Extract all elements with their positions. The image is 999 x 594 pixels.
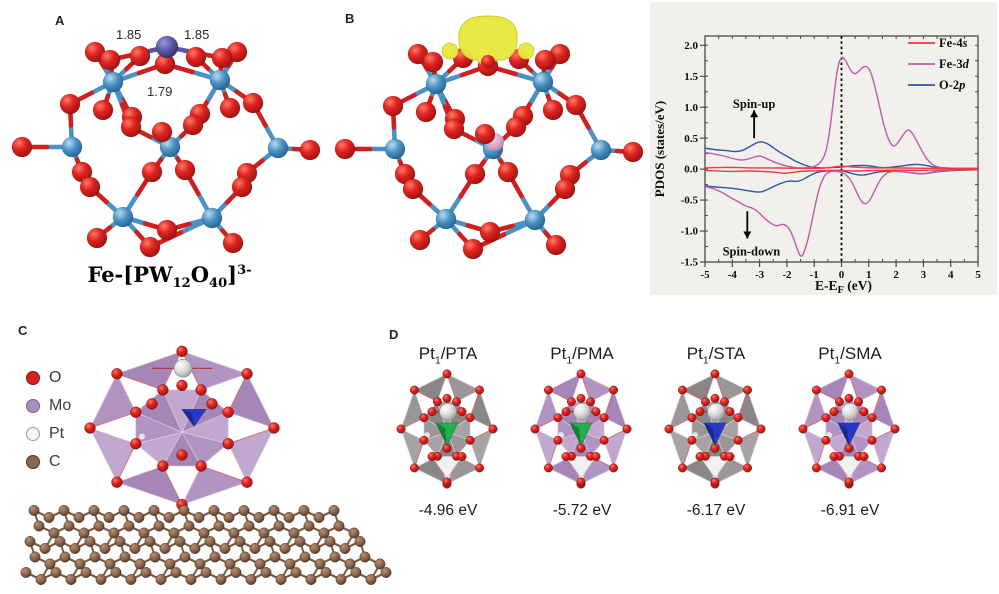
svg-text:1: 1 [866, 269, 872, 281]
cluster-title: Pt1/PMA [550, 344, 614, 367]
bond-length-label: 1.79 [147, 84, 173, 99]
svg-text:0.5: 0.5 [684, 133, 698, 145]
svg-text:2.0: 2.0 [684, 40, 698, 52]
adsorption-energy: -6.91 eV [820, 502, 880, 519]
svg-text:O-2p: O-2p [939, 78, 965, 92]
legend-item-O: O [26, 364, 71, 392]
molecule-a-formula: Fe-[PW12O40]3- [87, 262, 252, 292]
legend-item-Pt: Pt [26, 420, 71, 448]
adsorption-energy: -6.17 eV [686, 502, 746, 519]
carbon-legend-dot [26, 455, 40, 469]
cluster-title: Pt1/SMA [818, 344, 882, 367]
pdos-chart-panel: -5 -4 -3 -2 -1 0 1 2 3 4 5 2.0 1.5 1.0 0.5 0.0 -0.5 -1.0 -… [650, 2, 997, 295]
legend-label: Pt [49, 425, 65, 442]
platinum-legend-dot [26, 427, 40, 441]
svg-text:-3: -3 [755, 269, 765, 281]
pdos-chart: -5 -4 -3 -2 -1 0 1 2 3 4 5 2.0 1.5 1.0 0.5 0.0 -0.5 -1.0 -… [652, 35, 981, 295]
cluster-c-polyhedral [84, 345, 280, 511]
bond-length-label: 1.85 [184, 27, 210, 42]
molecule-b-spin-density [334, 15, 644, 260]
svg-text:0.0: 0.0 [684, 164, 698, 176]
svg-text:Spin-up: Spin-up [733, 97, 775, 111]
cluster-figure-pma: Pt1/PMA -5.72 eV [519, 344, 645, 520]
oxygen-legend-dot [26, 371, 40, 385]
svg-text:-1: -1 [810, 269, 819, 281]
cluster-figure-pta: Pt1/PTA -4.96 eV [385, 344, 511, 520]
svg-text:Spin-down: Spin-down [723, 244, 781, 258]
legend-label: C [49, 453, 61, 470]
legend-label: O [49, 369, 62, 386]
panel-c-legend: O Mo Pt C [26, 364, 71, 476]
panel-d-label: D [389, 327, 399, 342]
svg-text:0: 0 [839, 269, 845, 281]
cluster-svg [396, 369, 498, 489]
svg-text:2: 2 [893, 269, 899, 281]
cluster-title: Pt1/STA [686, 344, 746, 367]
panel-c-label: C [18, 323, 28, 338]
svg-text:-1.5: -1.5 [681, 257, 699, 269]
legend-item-Mo: Mo [26, 392, 71, 420]
svg-text:3: 3 [921, 269, 927, 281]
panel-b-label: B [345, 11, 355, 26]
svg-text:-5: -5 [700, 269, 710, 281]
svg-text:1.0: 1.0 [684, 102, 698, 114]
adsorption-energy: -4.96 eV [418, 502, 478, 519]
bond-length-label: 1.85 [116, 27, 142, 42]
svg-text:4: 4 [948, 269, 954, 281]
svg-text:-1.0: -1.0 [681, 226, 699, 238]
adsorption-energy: -5.72 eV [552, 502, 612, 519]
svg-text:-0.5: -0.5 [681, 195, 699, 207]
cluster-figure-sta: Pt1/STA -6.17 eV [653, 344, 779, 520]
svg-text:Fe-4s: Fe-4s [939, 36, 968, 50]
panel-d-cluster-group: Pt1/PTA -4.96 eV Pt1/PMA -5.72 eV Pt1/ST… [385, 344, 920, 520]
svg-text:5: 5 [975, 269, 981, 281]
cluster-svg [664, 369, 766, 489]
molybdenum-legend-dot [26, 399, 40, 413]
cluster-svg [530, 369, 632, 489]
legend-label: Mo [49, 397, 72, 414]
svg-text:-4: -4 [728, 269, 738, 281]
svg-text:E-EF (eV): E-EF (eV) [815, 278, 872, 295]
cluster-figure-sma: Pt1/SMA -6.91 eV [787, 344, 913, 520]
legend-item-C: C [26, 448, 71, 476]
svg-text:PDOS (states/eV): PDOS (states/eV) [652, 101, 667, 197]
graphene-sheet [20, 505, 392, 585]
molecule-a-ball-stick [11, 35, 321, 258]
cluster-title: Pt1/PTA [418, 344, 478, 367]
cluster-svg [798, 369, 900, 489]
svg-text:-2: -2 [782, 269, 792, 281]
panel-a-label: A [55, 13, 65, 28]
svg-text:1.5: 1.5 [684, 71, 698, 83]
svg-text:Fe-3d: Fe-3d [939, 57, 970, 71]
